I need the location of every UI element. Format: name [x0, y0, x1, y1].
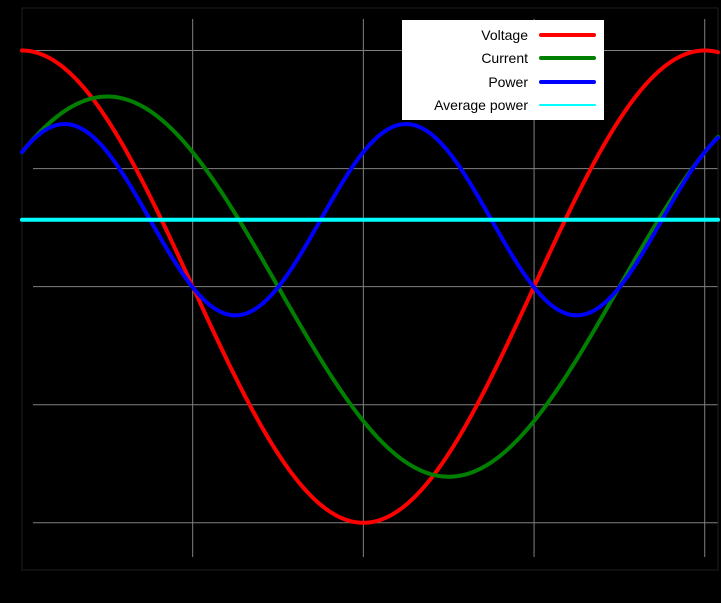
series-voltage-line	[20, 48, 720, 525]
legend-item-voltage: Voltage	[408, 23, 596, 46]
legend-label-average-power: Average power	[434, 96, 528, 113]
legend-line-sample-current	[539, 56, 596, 61]
legend-line-sample-power	[539, 79, 596, 84]
legend-label-current: Current	[481, 50, 528, 67]
legend-line-sample-average-power	[539, 103, 596, 107]
series-current-line	[20, 94, 720, 479]
plot-frame	[21, 7, 719, 571]
legend-label-power: Power	[488, 73, 528, 90]
legend: Voltage Current Power Average power	[402, 20, 604, 120]
legend-item-current: Current	[408, 47, 596, 70]
legend-line-sample-voltage	[539, 33, 596, 38]
legend-label-voltage: Voltage	[481, 27, 528, 44]
series-power-line	[20, 122, 720, 318]
legend-item-power: Power	[408, 70, 596, 93]
legend-item-average-power: Average power	[408, 93, 596, 116]
